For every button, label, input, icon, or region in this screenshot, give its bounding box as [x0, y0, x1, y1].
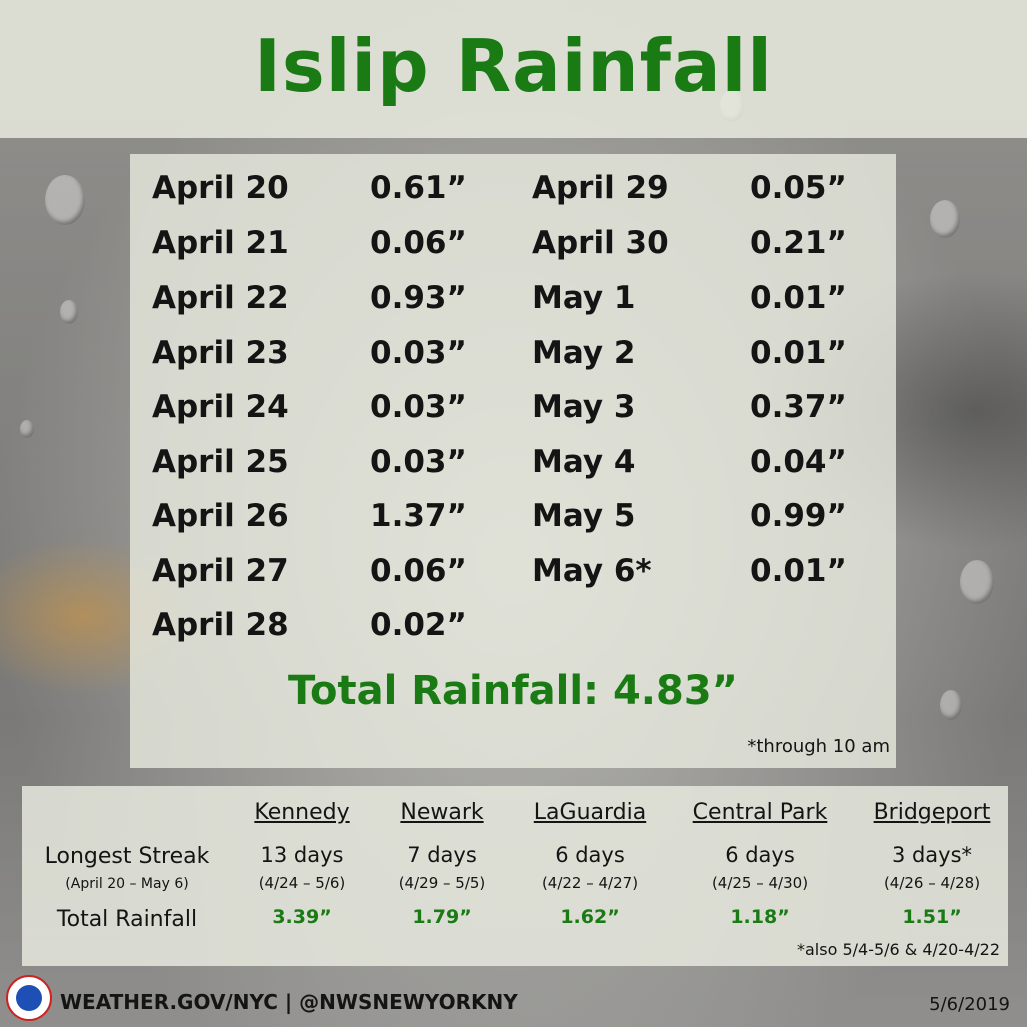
left-date-row: April 23 — [152, 335, 289, 371]
left-amount-row: 0.03” — [370, 389, 467, 425]
station-header: Newark — [400, 800, 484, 825]
left-date-row: April 26 — [152, 498, 289, 534]
left-amount-row: 0.03” — [370, 444, 467, 480]
left-date-row: April 27 — [152, 553, 289, 589]
station-total-cell: 1.18” — [730, 906, 790, 928]
logo-center — [16, 985, 42, 1011]
station-header: LaGuardia — [533, 800, 647, 825]
comparison-panel — [22, 786, 1008, 966]
station-header: Kennedy — [254, 800, 350, 825]
also-footnote: *also 5/4-5/6 & 4/20-4/22 — [796, 940, 1000, 959]
right-date-row: May 4 — [532, 444, 636, 480]
left-date-row: April 24 — [152, 389, 289, 425]
range-cell: (4/29 – 5/5) — [398, 874, 486, 892]
streak-sublabel: (April 20 – May 6) — [65, 876, 189, 892]
range-cell: (4/24 – 5/6) — [258, 874, 346, 892]
left-amount-row: 0.06” — [370, 553, 467, 589]
right-amount-row: 0.01” — [750, 335, 847, 371]
streak-cell: 7 days — [407, 843, 477, 867]
nws-logo-icon — [6, 975, 52, 1021]
left-amount-row: 0.93” — [370, 280, 467, 316]
range-cell: (4/26 – 4/28) — [883, 874, 981, 892]
right-amount-row: 0.01” — [750, 553, 847, 589]
right-date-row: April 30 — [532, 225, 669, 261]
raindrop — [940, 690, 962, 720]
left-amount-row: 0.61” — [370, 170, 467, 206]
raindrop — [45, 175, 85, 225]
left-amount-row: 0.02” — [370, 607, 467, 643]
streak-cell: 3 days* — [891, 843, 973, 867]
right-date-row: May 3 — [532, 389, 636, 425]
streak-cell: 6 days — [725, 843, 795, 867]
left-amount-row: 0.03” — [370, 335, 467, 371]
raindrop — [60, 300, 78, 324]
through-note: *through 10 am — [747, 736, 890, 757]
left-date-row: April 25 — [152, 444, 289, 480]
raindrop — [960, 560, 994, 604]
raindrop — [20, 420, 34, 438]
streak-label: Longest Streak — [44, 844, 210, 869]
right-date-row: May 5 — [532, 498, 636, 534]
footer-date: 5/6/2019 — [929, 994, 1010, 1015]
raindrop — [930, 200, 960, 238]
right-amount-row: 0.99” — [750, 498, 847, 534]
total-label: Total Rainfall — [56, 907, 198, 932]
rainfall-panel — [130, 154, 896, 768]
right-amount-row: 0.37” — [750, 389, 847, 425]
station-total-cell: 1.51” — [902, 906, 962, 928]
streak-cell: 13 days — [260, 843, 344, 867]
left-date-row: April 21 — [152, 225, 289, 261]
range-cell: (4/22 – 4/27) — [541, 874, 639, 892]
right-amount-row: 0.01” — [750, 280, 847, 316]
total-rainfall: Total Rainfall: 4.83” — [288, 668, 738, 714]
footer-links: WEATHER.GOV/NYC | @NWSNEWYORKNY — [60, 990, 518, 1014]
right-date-row: May 6* — [532, 553, 652, 589]
right-date-row: May 2 — [532, 335, 636, 371]
right-amount-row: 0.21” — [750, 225, 847, 261]
page-title: Islip Rainfall — [254, 24, 773, 108]
left-amount-row: 0.06” — [370, 225, 467, 261]
station-total-cell: 1.62” — [560, 906, 620, 928]
range-cell: (4/25 – 4/30) — [711, 874, 809, 892]
streak-cell: 6 days — [555, 843, 625, 867]
left-date-row: April 28 — [152, 607, 289, 643]
left-amount-row: 1.37” — [370, 498, 467, 534]
right-amount-row: 0.04” — [750, 444, 847, 480]
title-band — [0, 0, 1027, 138]
station-header: Bridgeport — [873, 800, 991, 825]
station-total-cell: 1.79” — [412, 906, 472, 928]
right-amount-row: 0.05” — [750, 170, 847, 206]
right-date-row: May 1 — [532, 280, 636, 316]
right-date-row: April 29 — [532, 170, 669, 206]
left-date-row: April 22 — [152, 280, 289, 316]
station-header: Central Park — [692, 800, 828, 825]
station-total-cell: 3.39” — [272, 906, 332, 928]
left-date-row: April 20 — [152, 170, 289, 206]
